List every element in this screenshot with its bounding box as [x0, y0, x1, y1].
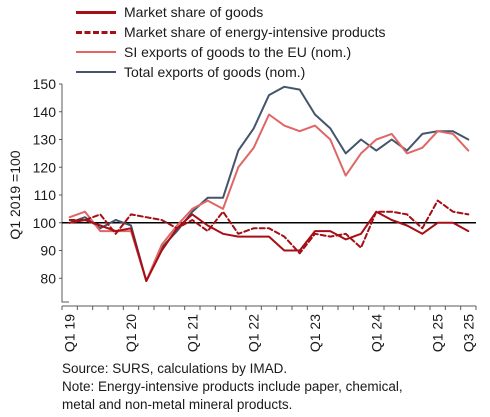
- legend-item-market-share-goods: Market share of goods: [76, 2, 476, 22]
- y-tick-label: 150: [33, 76, 57, 92]
- legend-label: SI exports of goods to the EU (nom.): [124, 44, 352, 60]
- legend-swatch-solid-dark-red: [76, 10, 116, 14]
- x-tick-label: Q1 23: [307, 314, 323, 352]
- y-tick-label: 100: [33, 215, 57, 231]
- y-tick-label: 110: [34, 187, 57, 203]
- series-line-si-exports-of-goods-to-the-eu-nom: [68, 113, 470, 282]
- series-line-market-share-of-goods: [68, 210, 470, 282]
- explanatory-note-line-2: metal and non-metal mineral products.: [62, 397, 293, 412]
- legend-item-market-share-energy: Market share of energy-intensive product…: [76, 22, 476, 42]
- legend-label: Market share of energy-intensive product…: [124, 24, 386, 40]
- legend-item-total-exports: Total exports of goods (nom.): [76, 62, 476, 82]
- legend: Market share of goods Market share of en…: [76, 2, 476, 82]
- legend-swatch-solid-light-red: [76, 51, 116, 53]
- x-tick-label: Q3 25: [460, 314, 476, 352]
- y-tick-label: 120: [33, 159, 57, 175]
- x-tick-label: Q1 25: [430, 314, 446, 352]
- y-tick-label: 90: [40, 243, 56, 259]
- y-tick-label: 140: [33, 104, 57, 120]
- y-axis-break-marker: [61, 296, 69, 303]
- explanatory-note-line-1: Note: Energy-intensive products include …: [62, 379, 403, 394]
- x-tick-label: Q1 24: [368, 314, 384, 352]
- line-chart: 80 90 100 110 120 130 140 150 Q1 2019 =100 Q1 19 Q…: [7, 76, 477, 352]
- y-tick-label: 80: [40, 270, 56, 286]
- legend-swatch-dashed-dark-red: [76, 30, 116, 34]
- source-note: Source: SURS, calculations by IMAD.: [62, 361, 288, 376]
- y-axis-title: Q1 2019 =100: [7, 150, 23, 239]
- x-tick-label: Q1 22: [246, 314, 262, 352]
- x-tick-label: Q1 20: [123, 314, 139, 352]
- legend-label: Market share of goods: [124, 4, 264, 20]
- legend-swatch-solid-slate: [76, 71, 116, 73]
- legend-item-si-exports-eu: SI exports of goods to the EU (nom.): [76, 42, 476, 62]
- chart-notes: Source: SURS, calculations by IMAD. Note…: [62, 360, 486, 414]
- y-tick-label: 130: [33, 132, 57, 148]
- x-tick-label: Q1 21: [184, 314, 200, 352]
- series-line-market-share-of-energy-intensive-products: [68, 199, 470, 255]
- legend-label: Total exports of goods (nom.): [124, 64, 306, 80]
- x-tick-label: Q1 19: [62, 314, 78, 352]
